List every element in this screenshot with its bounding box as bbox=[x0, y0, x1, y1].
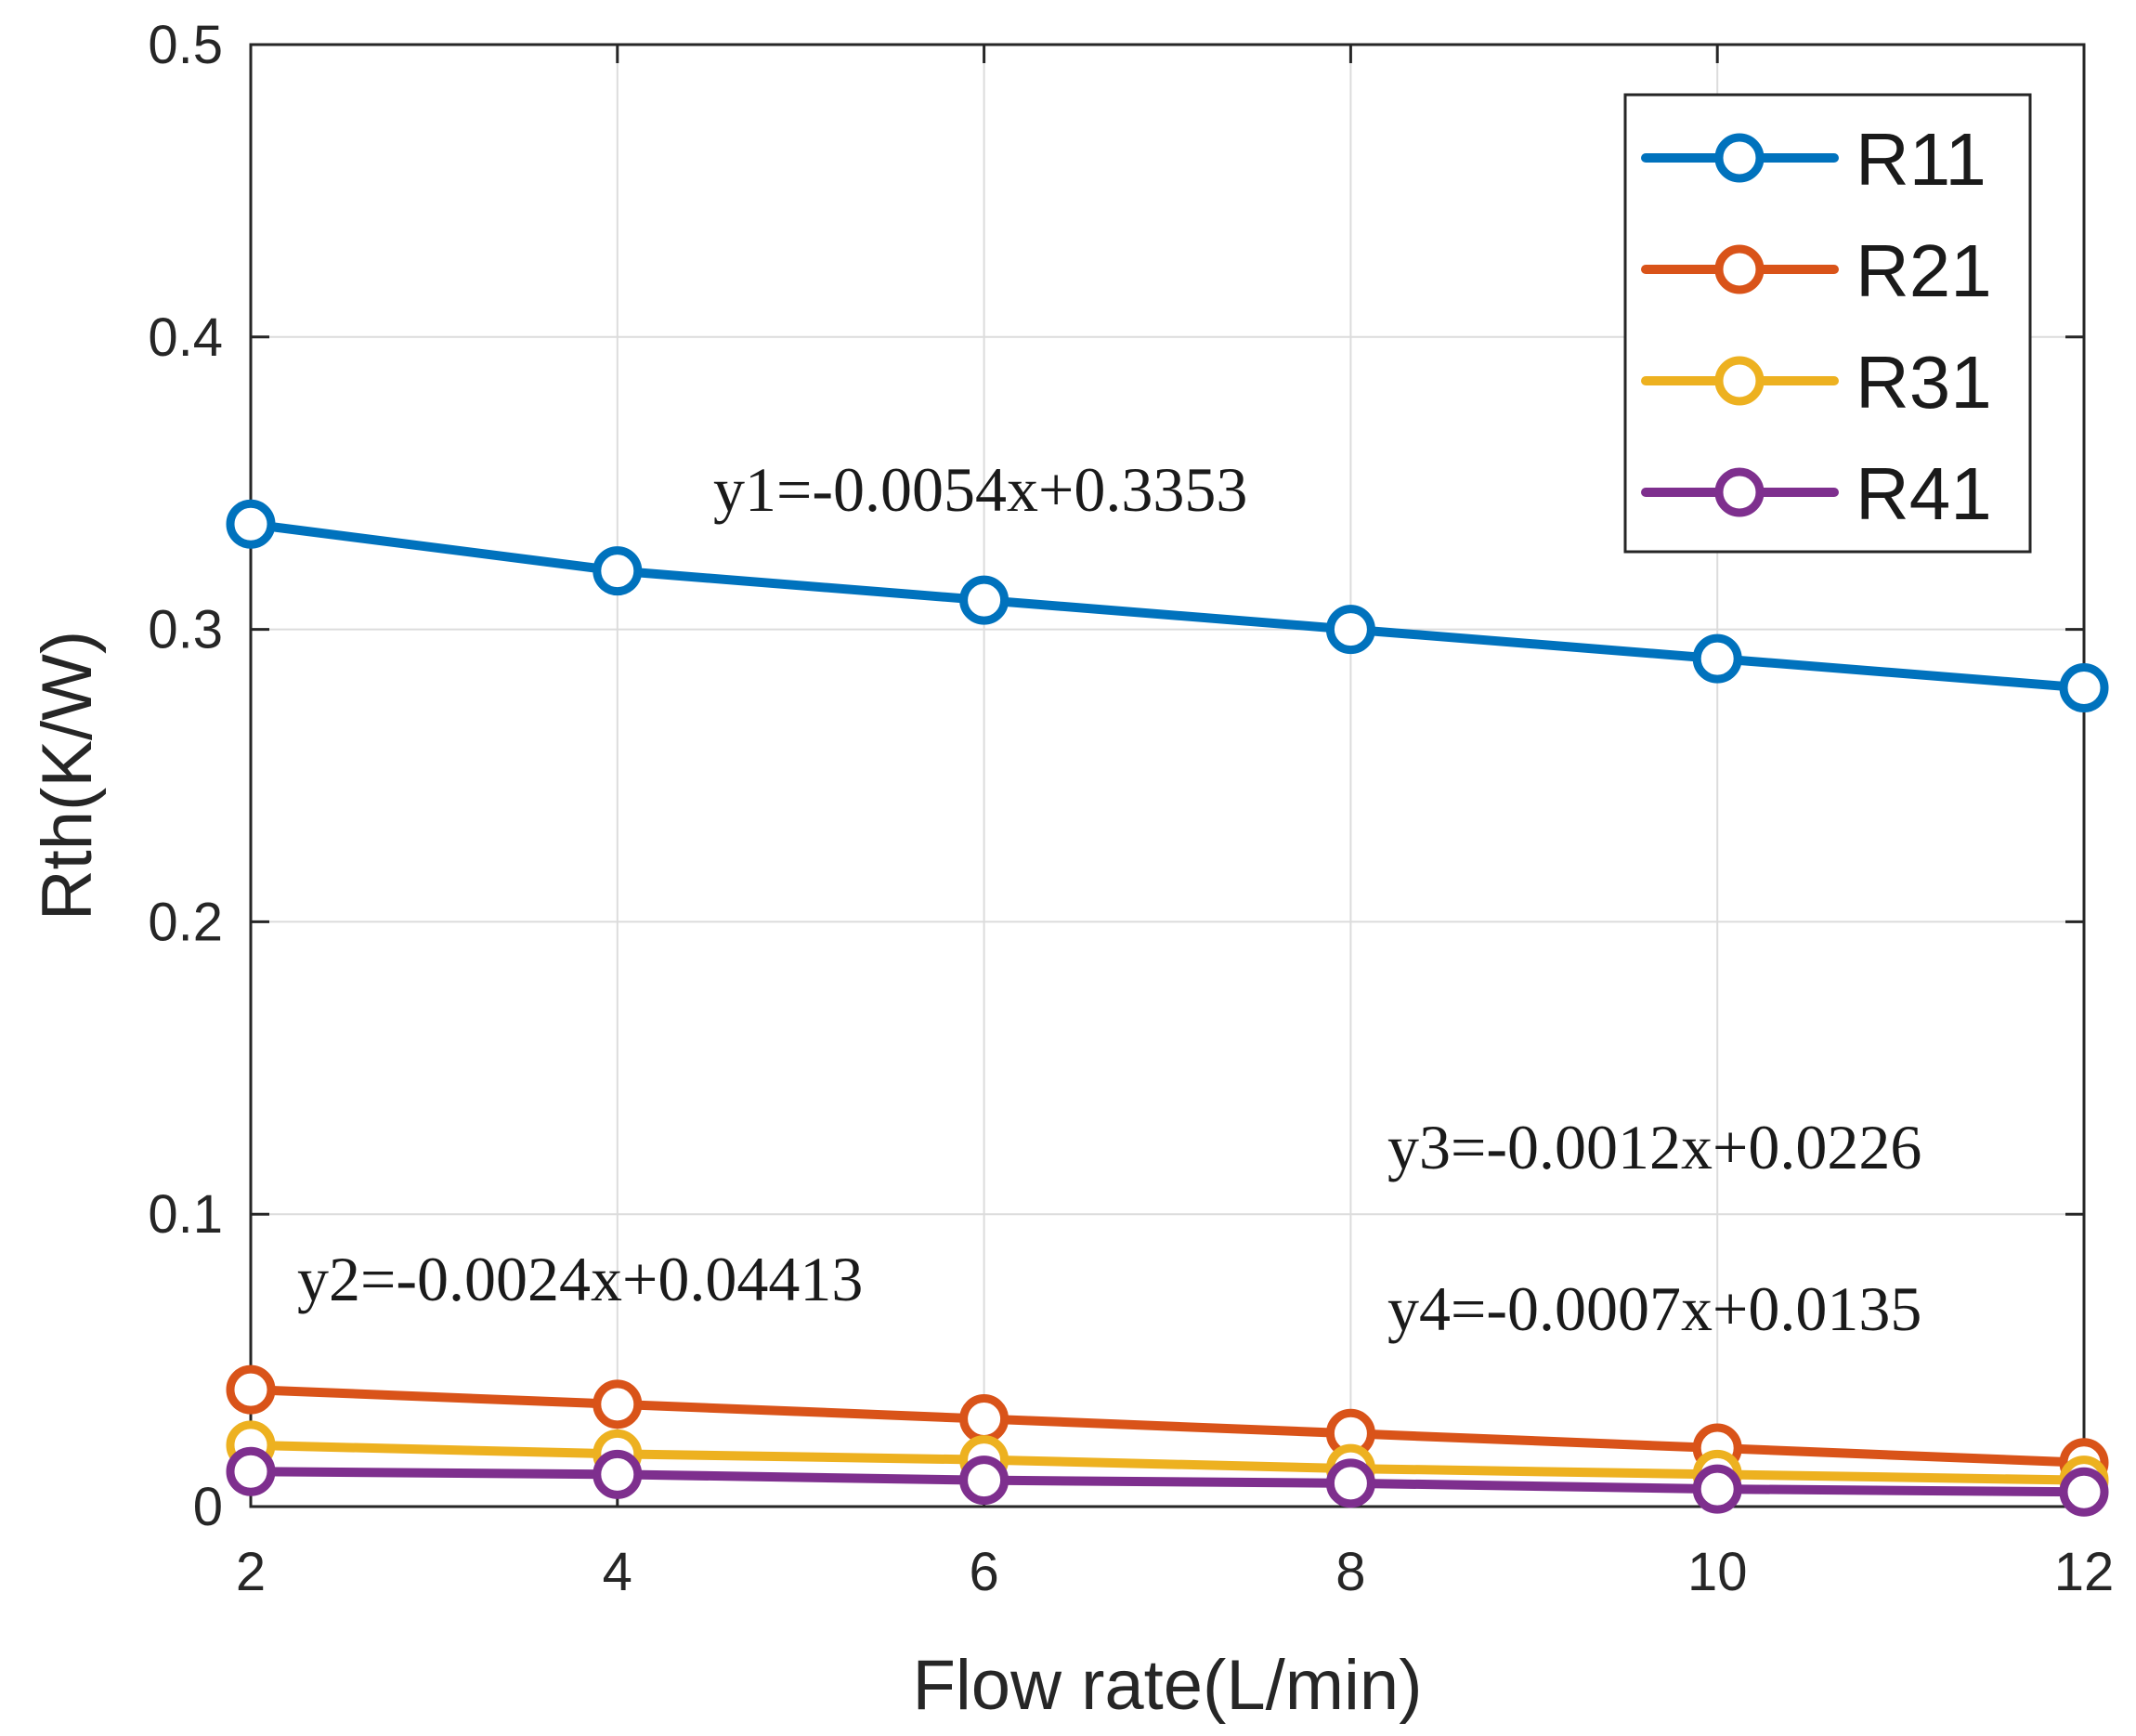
data-point-r41 bbox=[1325, 1458, 1375, 1508]
legend-label: R31 bbox=[1856, 341, 1992, 424]
series-line-r41 bbox=[246, 1467, 2089, 1497]
y-tick-label: 0.3 bbox=[148, 600, 223, 660]
annotation-y2: y2=-0.0024x+0.04413 bbox=[297, 1244, 863, 1314]
data-point-r41 bbox=[2059, 1467, 2109, 1517]
legend-entry-r31: R31 bbox=[1641, 341, 1992, 424]
series-r11 bbox=[226, 499, 2109, 713]
data-point-r41 bbox=[1692, 1464, 1742, 1514]
legend-box bbox=[1623, 93, 2032, 554]
y-axis-tick-labels: 0 0.1 0.2 0.3 0.4 0.5 bbox=[148, 15, 223, 1537]
data-point-r11 bbox=[2059, 663, 2109, 713]
plot-frame bbox=[249, 43, 2086, 1508]
data-point-r21 bbox=[959, 1394, 1009, 1444]
y-tick-label: 0.4 bbox=[148, 307, 223, 368]
legend-entries: R11 R21 R31 R41 bbox=[1641, 118, 1992, 535]
x-tick-label: 6 bbox=[969, 1542, 998, 1602]
legend-entry-r11: R11 bbox=[1641, 118, 1986, 201]
series-line-r21 bbox=[246, 1385, 2089, 1468]
x-tick-label: 12 bbox=[2054, 1542, 2115, 1602]
legend-label: R41 bbox=[1856, 452, 1992, 535]
annotation-y3: y3=-0.0012x+0.0226 bbox=[1387, 1112, 1921, 1182]
series-r41 bbox=[226, 1446, 2109, 1517]
series-line-r31 bbox=[246, 1440, 2089, 1485]
legend-swatch-marker bbox=[1714, 467, 1765, 517]
x-tick-label: 2 bbox=[236, 1542, 266, 1602]
data-point-r21 bbox=[226, 1364, 276, 1415]
series-line-r11 bbox=[246, 519, 2089, 693]
legend-entry-r21: R21 bbox=[1641, 229, 1992, 312]
legend-label: R11 bbox=[1856, 118, 1986, 201]
data-point-r11 bbox=[1692, 633, 1742, 684]
data-point-r11 bbox=[1325, 605, 1375, 655]
legend-entry-r41: R41 bbox=[1641, 452, 1992, 535]
data-point-r41 bbox=[593, 1449, 643, 1499]
data-point-r11 bbox=[593, 546, 643, 596]
data-point-r41 bbox=[226, 1446, 276, 1496]
annotation-y1: y1=-0.0054x+0.3353 bbox=[713, 454, 1247, 525]
annotation-y4: y4=-0.0007x+0.0135 bbox=[1387, 1273, 1921, 1344]
x-tick-label: 8 bbox=[1335, 1542, 1365, 1602]
y-tick-label: 0.1 bbox=[148, 1184, 223, 1245]
legend-swatch-marker bbox=[1714, 133, 1765, 183]
y-tick-label: 0.2 bbox=[148, 892, 223, 952]
legend-label: R21 bbox=[1856, 229, 1992, 312]
x-axis-title: Flow rate(L/min) bbox=[913, 1646, 1423, 1725]
x-tick-label: 4 bbox=[603, 1542, 632, 1602]
x-tick-label: 10 bbox=[1687, 1542, 1748, 1602]
y-tick-label: 0 bbox=[193, 1477, 223, 1537]
y-axis-title: Rth(K/W) bbox=[28, 631, 107, 920]
y-tick-label: 0.5 bbox=[148, 15, 223, 75]
legend: R11 R21 R31 R41 bbox=[1623, 93, 2032, 554]
data-point-r21 bbox=[593, 1379, 643, 1429]
legend-swatch-marker bbox=[1714, 356, 1765, 406]
series-lines bbox=[226, 499, 2109, 1517]
data-point-r11 bbox=[959, 575, 1009, 625]
data-point-r41 bbox=[959, 1455, 1009, 1506]
x-axis-tick-labels: 2 4 6 8 10 12 bbox=[236, 1542, 2114, 1602]
legend-swatch-marker bbox=[1714, 244, 1765, 294]
data-point-r11 bbox=[226, 499, 276, 549]
